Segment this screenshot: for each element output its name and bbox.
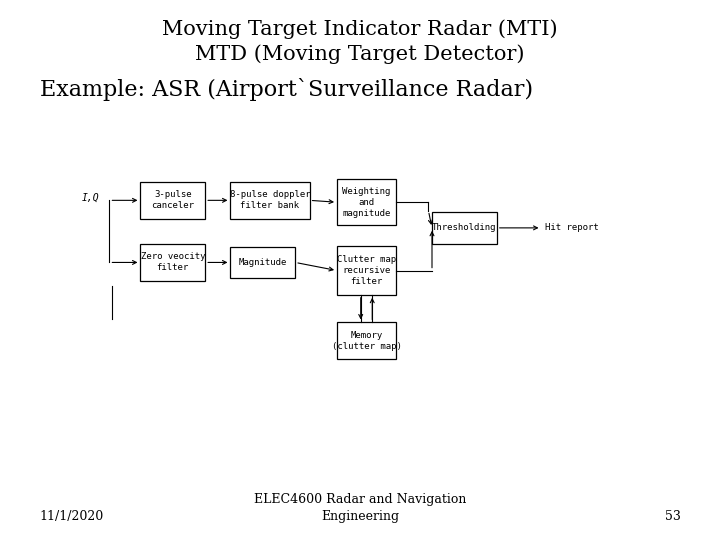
Text: Thresholding: Thresholding bbox=[432, 224, 497, 232]
Text: I,Q: I,Q bbox=[82, 193, 99, 202]
Bar bbox=[140, 182, 205, 219]
Text: Clutter map
recursive
filter: Clutter map recursive filter bbox=[337, 255, 396, 286]
Bar bbox=[230, 247, 295, 278]
Text: Magnitude: Magnitude bbox=[238, 258, 287, 267]
Bar bbox=[140, 244, 205, 281]
Text: 11/1/2020: 11/1/2020 bbox=[40, 510, 104, 523]
Text: 8-pulse doppler
filter bank: 8-pulse doppler filter bank bbox=[230, 190, 310, 211]
Text: Weighting
and
magnitude: Weighting and magnitude bbox=[342, 187, 391, 218]
Text: ELEC4600 Radar and Navigation
Engineering: ELEC4600 Radar and Navigation Engineerin… bbox=[254, 492, 466, 523]
Text: 3-pulse
canceler: 3-pulse canceler bbox=[151, 190, 194, 211]
Text: Hit report: Hit report bbox=[545, 224, 599, 232]
Bar bbox=[432, 212, 497, 244]
Text: 53: 53 bbox=[665, 510, 680, 523]
Bar bbox=[337, 322, 396, 359]
Text: Example: ASR (Airport`Surveillance Radar): Example: ASR (Airport`Surveillance Radar… bbox=[40, 78, 533, 102]
Bar bbox=[230, 182, 310, 219]
Bar bbox=[337, 246, 396, 295]
Text: MTD (Moving Target Detector): MTD (Moving Target Detector) bbox=[195, 44, 525, 64]
Text: Zero veocity
filter: Zero veocity filter bbox=[140, 252, 205, 273]
Text: Moving Target Indicator Radar (MTI): Moving Target Indicator Radar (MTI) bbox=[162, 19, 558, 38]
Text: Memory
(clutter map): Memory (clutter map) bbox=[331, 330, 402, 351]
Bar bbox=[337, 179, 396, 225]
